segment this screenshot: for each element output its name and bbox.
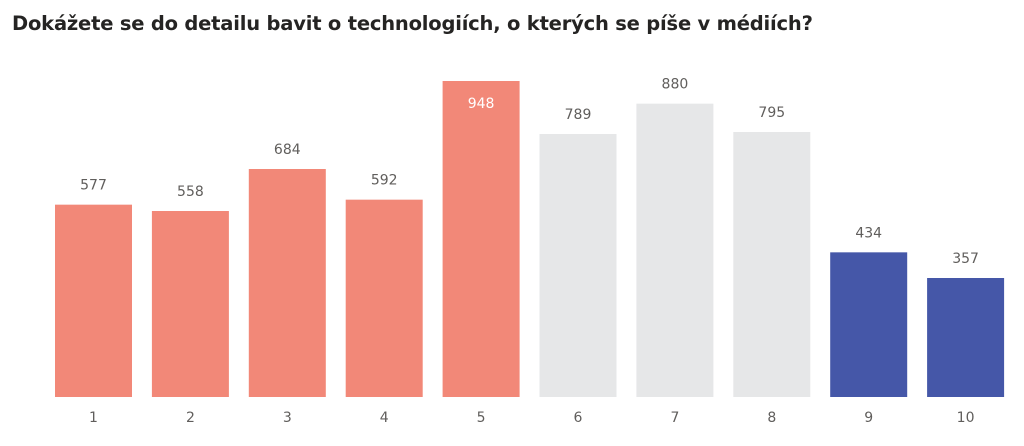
data-label: 357 [952, 251, 979, 267]
x-tick-label: 9 [864, 410, 873, 426]
bar-2 [151, 211, 229, 397]
data-label: 789 [565, 107, 592, 123]
data-label: 880 [662, 77, 689, 93]
bar-5 [442, 81, 520, 397]
data-label: 948 [468, 96, 495, 112]
bar-6 [539, 134, 617, 397]
x-tick-label: 4 [380, 410, 389, 426]
data-label: 558 [177, 184, 204, 200]
x-tick-label: 3 [283, 410, 292, 426]
bar-4 [345, 199, 423, 397]
data-label: 684 [274, 142, 301, 158]
bar-8 [733, 132, 811, 397]
x-tick-label: 1 [89, 410, 98, 426]
bar-10 [927, 278, 1005, 397]
data-label: 434 [855, 225, 882, 241]
x-tick-label: 6 [574, 410, 583, 426]
bar-1 [55, 204, 132, 397]
data-label: 795 [758, 105, 785, 121]
x-tick-label: 10 [957, 410, 975, 426]
bar-9 [830, 252, 908, 397]
bar-3 [248, 169, 326, 397]
x-tick-label: 7 [670, 410, 679, 426]
bar-7 [636, 103, 714, 398]
data-label: 592 [371, 173, 398, 189]
data-label: 577 [80, 178, 107, 194]
x-tick-label: 5 [477, 410, 486, 426]
x-tick-label: 8 [767, 410, 776, 426]
x-tick-label: 2 [186, 410, 195, 426]
chart-title: Dokážete se do detailu bavit o technolog… [12, 12, 813, 35]
